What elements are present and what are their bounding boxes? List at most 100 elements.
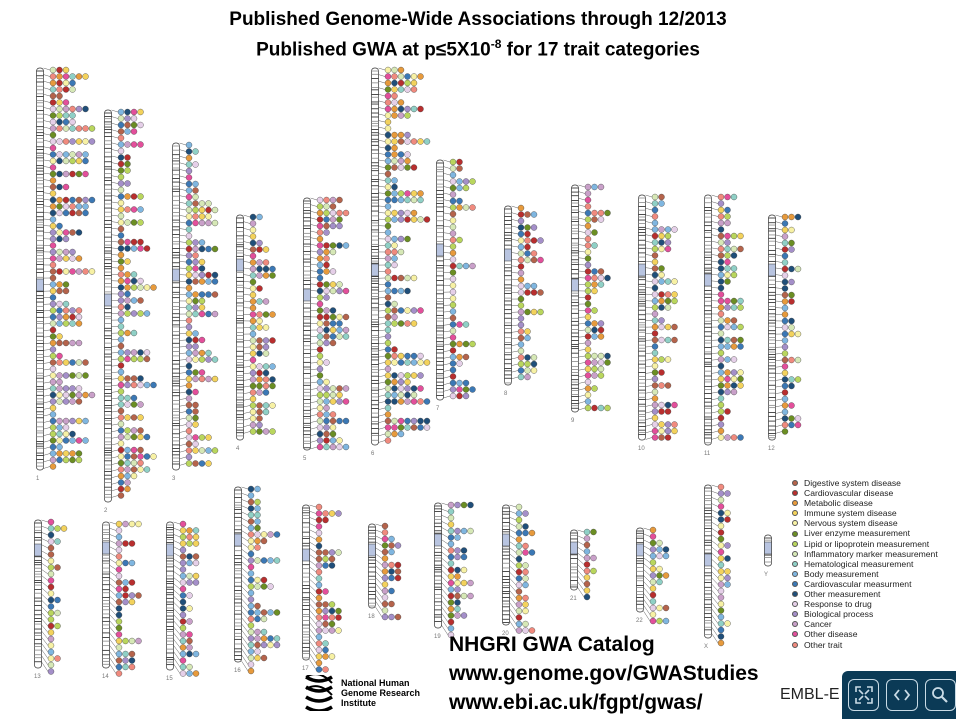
chromosome-22: 22 [636, 526, 670, 625]
chromosome-label: 10 [638, 446, 645, 452]
legend-item: Immune system disease [792, 508, 938, 518]
chromosome-label: 6 [371, 451, 375, 457]
legend-item: Inflammatory marker measurement [792, 549, 938, 559]
legend-item: Response to drug [792, 599, 938, 609]
chromosome-label: Y [764, 572, 768, 578]
chromosome-label: 9 [571, 418, 575, 424]
chromosome-label: 22 [636, 618, 643, 624]
legend-swatch [792, 480, 798, 487]
chromosome-20: 20 [502, 503, 536, 637]
chromosome-label: 17 [302, 666, 309, 672]
chromosome-label: 12 [768, 446, 775, 452]
catalog-url-ebi[interactable]: www.ebi.ac.uk/fgpt/gwas/ [449, 691, 703, 714]
chromosome-label: 2 [104, 508, 108, 514]
legend-label: Cardiovascular disease [804, 488, 894, 499]
legend-item: Other measurement [792, 589, 938, 599]
trait-legend: Digestive system disease Cardiovascular d… [792, 478, 938, 650]
legend-label: Cardiovascular measurment [804, 578, 912, 589]
chromosome-11: 11 [704, 193, 744, 457]
chromosome-label: 1 [36, 476, 40, 482]
subtitle-suffix: for 17 trait categories [501, 39, 700, 61]
zoom-button[interactable] [924, 679, 956, 711]
chromosome-4: 4 [236, 213, 276, 452]
catalog-info: NHGRI GWA Catalog www.genome.gov/GWAStud… [449, 630, 759, 717]
chromosome-5: 5 [303, 196, 350, 462]
legend-label: Digestive system disease [804, 478, 901, 488]
fullscreen-button[interactable] [848, 679, 880, 711]
viewer-controls [842, 671, 956, 719]
chromosome-label: 20 [502, 631, 509, 637]
legend-label: Body measurement [804, 568, 879, 579]
chromosome-label: 7 [436, 406, 440, 412]
legend-swatch [792, 540, 798, 547]
chromosome-label: 14 [102, 674, 109, 680]
chromosome-13: 13 [34, 518, 68, 680]
catalog-url-genome[interactable]: www.genome.gov/GWAStudies [449, 662, 759, 685]
legend-label: Metabolic disease [804, 498, 873, 509]
legend-label: Response to drug [804, 599, 872, 610]
institute-line2: Genome Research [341, 688, 421, 698]
legend-item: Digestive system disease [792, 478, 938, 488]
chromosome-18: 18 [368, 522, 402, 621]
legend-item: Cancer [792, 619, 938, 629]
legend-label: Other measurement [804, 589, 881, 600]
institute-line3: Institute [341, 698, 376, 708]
chromosome-16: 16 [234, 485, 281, 675]
legend-item: Hematological measurement [792, 559, 938, 569]
chromosome-label: 8 [504, 391, 508, 397]
legend-swatch [792, 641, 798, 648]
chromosome-label: X [704, 644, 708, 650]
legend-swatch [792, 530, 798, 537]
institute-line1: National Human [341, 678, 410, 688]
legend-item: Metabolic disease [792, 498, 938, 508]
chromosome-1: 1 [36, 66, 96, 482]
catalog-title: NHGRI GWA Catalog [449, 633, 655, 656]
legend-item: Biological process [792, 609, 938, 619]
legend-item: Cardiovascular measurment [792, 579, 938, 589]
chromosome-label: 13 [34, 674, 41, 680]
legend-item: Cardiovascular disease [792, 488, 938, 498]
chromosome-label: 19 [434, 634, 441, 640]
chromosome-8: 8 [504, 204, 544, 397]
chromosome-X: X [704, 483, 731, 650]
chromosome-7: 7 [436, 158, 476, 412]
chromosome-2: 2 [104, 108, 157, 514]
chromosome-label: 15 [166, 676, 173, 682]
chromosome-9: 9 [571, 183, 611, 424]
nhgri-logo: National Human Genome Research Institute [303, 675, 420, 711]
legend-swatch [792, 611, 798, 618]
chromosome-19: 19 [434, 501, 474, 640]
prev-next-button[interactable] [886, 679, 918, 711]
subtitle-prefix: Published GWA at p≤5X10 [256, 39, 491, 61]
chromosome-21: 21 [570, 528, 597, 602]
chromosome-label: 21 [570, 596, 577, 602]
figure-subtitle: Published GWA at p≤5X10-8 for 17 trait c… [0, 37, 956, 61]
legend-swatch [792, 510, 798, 517]
legend-swatch [792, 570, 798, 577]
legend-swatch [792, 601, 798, 608]
chromosome-label: 16 [234, 668, 241, 674]
prev-next-icon [893, 689, 911, 701]
legend-item: Other trait [792, 640, 938, 650]
legend-item: Nervous system disease [792, 518, 938, 528]
chromosome-14: 14 [102, 520, 142, 680]
legend-label: Biological process [804, 609, 874, 620]
chromosome-10: 10 [638, 193, 678, 452]
legend-swatch [792, 520, 798, 527]
chromosome-12: 12 [768, 213, 802, 452]
legend-item: Lipid or lipoprotein measurement [792, 539, 938, 549]
legend-label: Immune system disease [804, 508, 897, 519]
fit-screen-icon [854, 686, 873, 704]
chromosome-3: 3 [172, 141, 219, 482]
chromosome-label: 18 [368, 614, 375, 620]
chromosome-label: 11 [704, 451, 711, 457]
legend-swatch [792, 500, 798, 507]
chromosome-label: 3 [172, 476, 176, 482]
chromosome-17: 17 [302, 503, 342, 673]
zoom-icon [932, 687, 949, 703]
legend-label: Other disease [804, 629, 858, 640]
subtitle-exponent: -8 [490, 37, 502, 51]
legend-swatch [792, 591, 798, 598]
legend-swatch [792, 631, 798, 638]
